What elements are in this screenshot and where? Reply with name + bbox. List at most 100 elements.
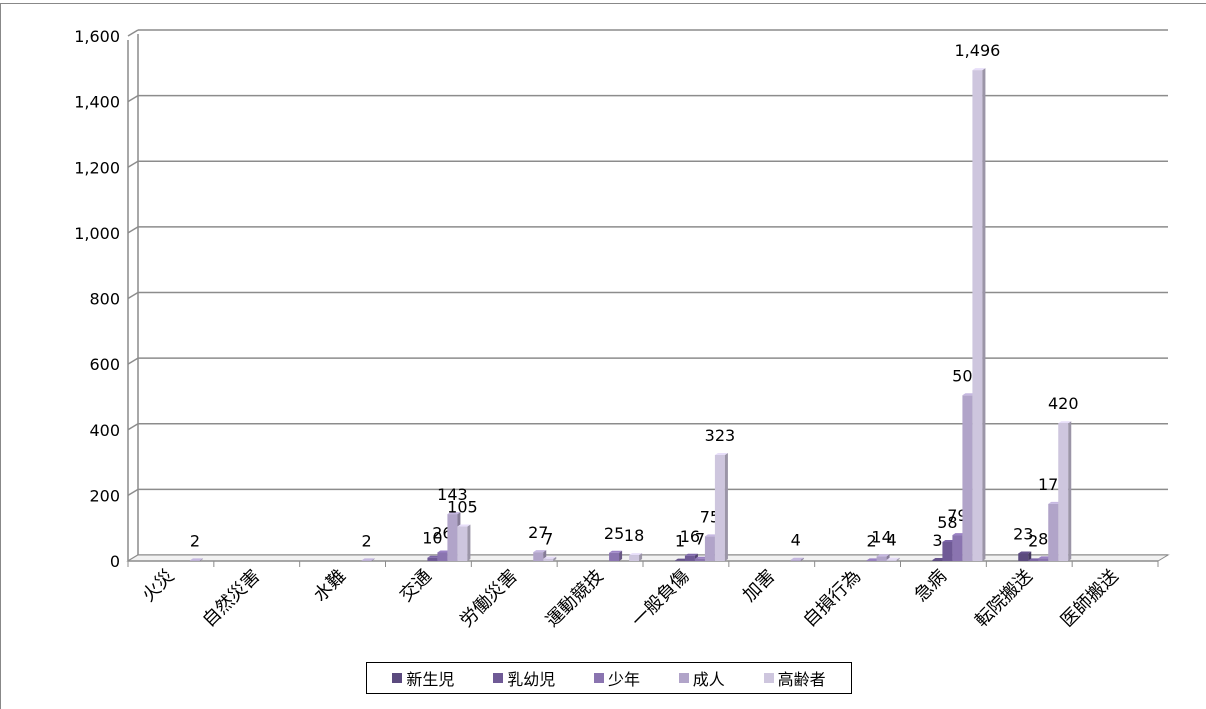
x-tick-label: 医師搬送 <box>1057 566 1123 632</box>
chart-floor <box>126 554 1170 562</box>
bar <box>1058 423 1069 561</box>
bar <box>457 526 468 561</box>
bar-top <box>189 558 203 561</box>
x-tick-label: 転院搬送 <box>971 566 1037 632</box>
data-label: 25 <box>604 524 624 543</box>
y-tick-label: 1,200 <box>74 158 120 177</box>
y-tick-label: 1,600 <box>74 27 120 46</box>
data-label: 27 <box>528 523 548 542</box>
legend-swatch <box>678 673 689 683</box>
bar-top <box>1048 501 1062 504</box>
data-label: 7 <box>695 530 705 549</box>
bar-top <box>932 558 946 561</box>
y-tick-label: 1,000 <box>74 224 120 243</box>
data-label: 4 <box>791 531 801 550</box>
bar <box>684 555 695 561</box>
gridline-side <box>127 160 139 168</box>
x-tick-label: 火災 <box>138 566 178 606</box>
legend-item: 少年 <box>593 666 640 690</box>
bar <box>972 70 983 561</box>
x-tick-label: 自損行為 <box>799 566 865 632</box>
bar-top <box>629 553 643 556</box>
bar-side <box>199 558 203 561</box>
bar-side <box>896 557 900 561</box>
data-label: 420 <box>1048 394 1079 413</box>
legend-label: 乳幼児 <box>507 670 556 689</box>
x-tick-label: 運動競技 <box>542 566 608 632</box>
legend-swatch <box>763 673 774 683</box>
gridline-side <box>127 29 139 37</box>
bar <box>942 541 953 561</box>
gridline-side <box>127 488 139 497</box>
bar-side <box>553 556 557 561</box>
legend-item: 成人 <box>678 666 725 690</box>
gridline-side <box>127 423 139 431</box>
data-label: 3 <box>932 531 942 550</box>
bar <box>1038 558 1049 561</box>
bar-top <box>447 512 461 515</box>
bar <box>189 560 200 561</box>
bar <box>447 514 458 561</box>
x-tick-label: 一般負傷 <box>628 566 694 632</box>
bar <box>886 559 897 561</box>
legend-swatch <box>593 673 604 683</box>
data-label: 143 <box>437 485 468 504</box>
legend-label: 成人 <box>692 670 725 689</box>
x-tick-label: 自然災害 <box>199 566 265 632</box>
data-label: 2 <box>866 531 876 550</box>
gridline-side <box>127 291 139 300</box>
gridline-side <box>127 94 139 103</box>
bar-top <box>609 550 623 553</box>
y-tick-label: 400 <box>89 421 120 440</box>
bar <box>962 395 973 561</box>
bar-top <box>361 558 375 561</box>
bar-top <box>1018 551 1032 554</box>
bar-top <box>674 558 688 561</box>
bar <box>704 536 715 561</box>
bar-top <box>972 68 986 71</box>
legend-item: 高齢者 <box>763 666 826 690</box>
gridline-side <box>127 226 139 234</box>
data-label: 323 <box>705 426 736 445</box>
frame-top-line <box>0 3 1206 4</box>
bar <box>1028 560 1039 561</box>
gridline-side <box>127 357 139 365</box>
chart-legend: 新生児 乳幼児 少年 成人 高齢者 <box>366 662 852 694</box>
bar-side <box>467 524 471 561</box>
bar-top <box>704 534 718 537</box>
bar-top <box>952 533 966 536</box>
data-label: 4 <box>886 531 896 550</box>
bar-top <box>457 524 471 527</box>
data-label: 16 <box>680 527 700 546</box>
data-label: 2 <box>190 531 200 550</box>
bar-top <box>437 550 451 553</box>
data-label: 7 <box>543 530 553 549</box>
data-label: 2 <box>1028 531 1038 550</box>
data-label: 10 <box>422 529 442 548</box>
x-tick-label: 加害 <box>739 566 779 606</box>
bar <box>533 552 544 561</box>
bar-side <box>724 453 728 561</box>
bar <box>1018 553 1029 561</box>
y-tick-label: 200 <box>89 486 120 505</box>
bar <box>609 552 620 561</box>
bar-top <box>886 557 900 560</box>
legend-label: 新生児 <box>406 670 455 689</box>
data-label: 8 <box>1038 529 1048 548</box>
bar <box>790 559 801 561</box>
legend-label: 高齢者 <box>777 670 826 689</box>
bar-top <box>962 393 976 396</box>
x-tick-label: 交通 <box>396 566 436 606</box>
bar <box>427 557 438 561</box>
bar-top <box>714 453 728 456</box>
bar-side <box>1068 421 1072 561</box>
bar-top <box>543 556 557 559</box>
data-label: 14 <box>871 527 891 546</box>
bar <box>866 560 877 561</box>
legend-label: 少年 <box>607 670 640 689</box>
y-tick-label: 1,400 <box>74 93 120 112</box>
legend-swatch <box>392 673 403 683</box>
bar-top <box>694 556 708 559</box>
bar <box>1048 503 1059 561</box>
